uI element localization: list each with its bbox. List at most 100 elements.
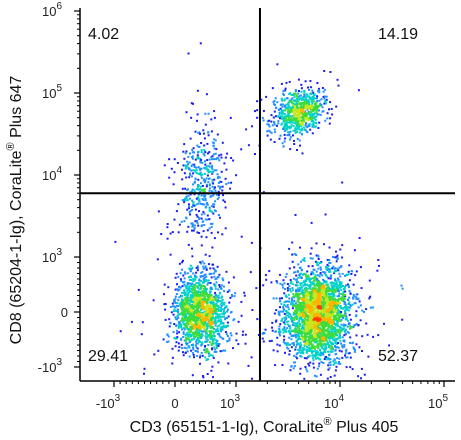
event-dot	[176, 336, 179, 339]
event-dot	[338, 361, 340, 363]
event-dot	[308, 320, 311, 323]
event-dot	[340, 350, 343, 353]
event-dot	[220, 321, 223, 324]
event-dot	[355, 310, 358, 313]
event-dot	[285, 312, 288, 315]
event-dot	[335, 304, 338, 307]
event-dot	[185, 300, 188, 303]
event-dot	[190, 327, 193, 330]
event-dot	[208, 298, 211, 301]
event-dot	[293, 365, 296, 368]
event-dot	[197, 294, 200, 297]
event-dot	[196, 265, 199, 268]
event-dot	[247, 364, 250, 367]
event-dot	[312, 359, 315, 362]
event-dot	[367, 355, 370, 358]
event-dot	[181, 285, 184, 288]
event-dot	[298, 327, 301, 330]
event-dot	[206, 183, 208, 186]
event-dot	[309, 92, 312, 95]
event-dot	[377, 334, 380, 337]
event-dot	[345, 315, 348, 318]
event-dot	[182, 354, 185, 357]
event-dot	[209, 336, 211, 338]
event-dot	[343, 288, 345, 290]
event-dot	[214, 294, 217, 297]
event-dot	[187, 294, 190, 297]
event-dot	[334, 307, 336, 310]
event-dot	[304, 289, 307, 292]
event-dot	[338, 280, 341, 283]
event-dot	[200, 303, 203, 306]
event-dot	[192, 308, 195, 310]
event-dot	[304, 324, 307, 327]
event-dot	[325, 292, 327, 295]
event-dot	[284, 109, 287, 112]
event-dot	[297, 300, 299, 303]
event-dot	[281, 111, 284, 114]
event-dot	[296, 335, 299, 337]
event-dot	[323, 325, 326, 328]
event-dot	[326, 318, 329, 321]
event-dot	[215, 339, 218, 342]
event-dot	[347, 270, 350, 273]
event-dot	[303, 280, 306, 283]
event-dot	[300, 83, 303, 86]
event-dot	[293, 324, 296, 327]
event-dot	[187, 338, 190, 341]
event-dot	[281, 103, 284, 106]
event-dot	[343, 302, 346, 305]
event-dot	[233, 295, 236, 298]
event-dot	[185, 319, 188, 322]
event-dot	[301, 297, 304, 300]
event-dot	[338, 266, 341, 269]
event-dot	[304, 292, 307, 295]
event-dot	[164, 318, 167, 321]
event-dot	[301, 330, 304, 333]
event-dot	[297, 111, 300, 114]
event-dot	[281, 142, 284, 145]
event-dot	[226, 310, 229, 313]
event-dot	[332, 265, 335, 268]
event-dot	[294, 294, 297, 297]
event-dot	[195, 271, 198, 274]
event-dot	[185, 325, 188, 327]
event-dot	[191, 296, 194, 299]
event-dot	[324, 328, 327, 331]
event-dot	[325, 95, 328, 98]
event-dot	[193, 332, 196, 335]
event-dot	[324, 351, 327, 354]
event-dot	[303, 95, 306, 97]
event-dot	[314, 374, 316, 377]
event-dot	[341, 328, 344, 330]
event-dot	[282, 286, 285, 289]
event-dot	[315, 254, 318, 257]
event-dot	[214, 297, 217, 300]
event-dot	[361, 309, 364, 312]
event-dot	[323, 329, 326, 332]
event-dot	[200, 280, 203, 282]
event-dot	[334, 328, 337, 331]
event-dot	[325, 346, 328, 349]
event-dot	[301, 324, 304, 327]
event-dot	[336, 290, 339, 293]
event-dot	[197, 339, 200, 341]
event-dot	[312, 298, 315, 301]
event-dot	[268, 125, 271, 128]
event-dot	[186, 288, 189, 291]
event-dot	[307, 341, 310, 344]
event-dot	[283, 335, 286, 338]
event-dot	[207, 181, 210, 184]
event-dot	[378, 264, 380, 267]
event-dot	[193, 356, 195, 359]
event-dot	[209, 332, 212, 335]
event-dot	[232, 319, 235, 322]
event-dot	[321, 304, 324, 307]
event-dot	[168, 318, 171, 321]
event-dot	[288, 118, 291, 121]
event-dot	[189, 298, 192, 301]
event-dot	[209, 310, 212, 313]
event-dot	[232, 276, 235, 279]
event-dot	[318, 330, 321, 332]
event-dot	[278, 297, 281, 300]
